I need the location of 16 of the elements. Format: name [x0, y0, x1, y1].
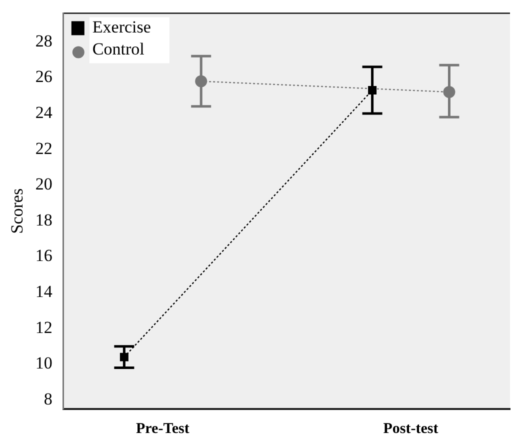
y-axis-title: Scores — [8, 188, 27, 234]
y-tick-label: 8 — [44, 390, 52, 409]
x-tick-label: Pre-Test — [136, 420, 190, 437]
y-tick-label: 16 — [35, 246, 52, 266]
y-tick-label: 18 — [35, 210, 52, 230]
y-tick-label: 10 — [35, 354, 52, 373]
y-tick-label: 20 — [35, 174, 52, 194]
x-tick-label: Post-test — [383, 420, 438, 437]
y-tick-label: 22 — [35, 138, 52, 158]
y-tick-label: 28 — [35, 31, 52, 50]
legend-label: Control — [92, 40, 145, 59]
legend-label: Exercise — [92, 18, 151, 37]
y-tick-label: 12 — [35, 318, 52, 337]
y-tick-label: 26 — [35, 67, 52, 86]
y-tick-label: 14 — [35, 282, 53, 302]
y-tick-label: 24 — [35, 102, 53, 122]
